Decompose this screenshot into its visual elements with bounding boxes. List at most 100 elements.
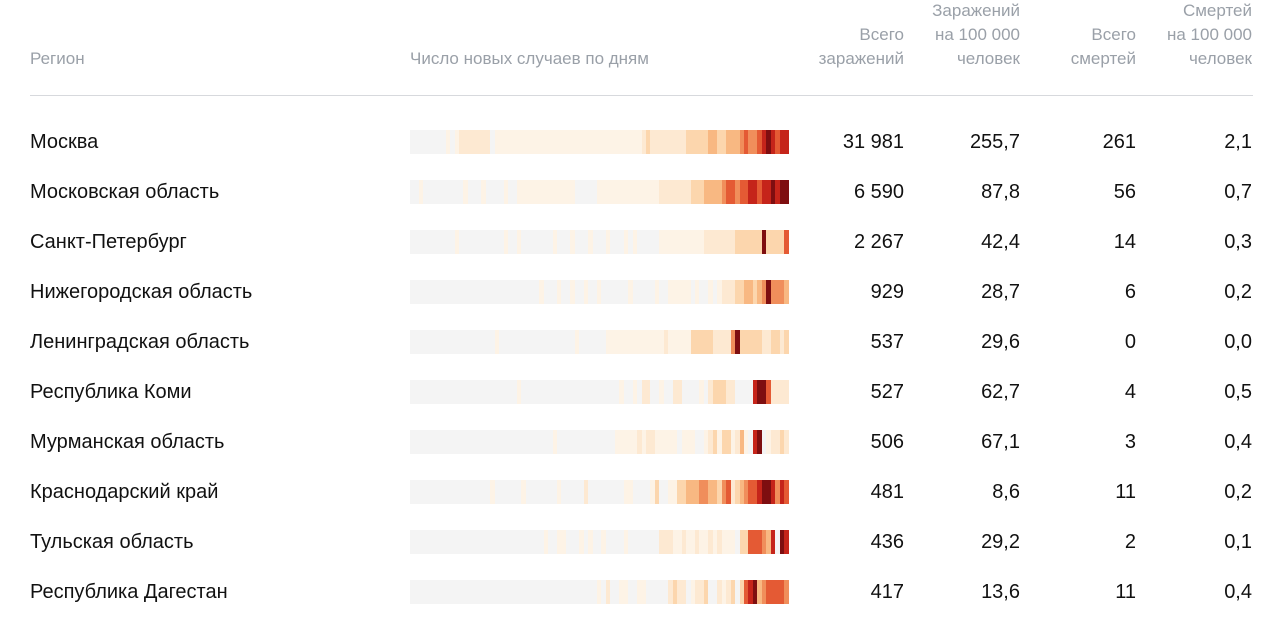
heatmap-cell: [410, 430, 415, 454]
heatmap-cell: [410, 130, 415, 154]
heatmap-cell: [463, 130, 468, 154]
heatmap-cell: [445, 380, 451, 404]
heatmap-cell: [721, 580, 727, 604]
heatmap-cell: [677, 180, 682, 204]
heatmap-cell: [703, 230, 709, 254]
heatmap-cell: [752, 330, 758, 354]
table-row[interactable]: Краснодарский край 481 8,6 11 0,2: [0, 467, 1280, 517]
heatmap-cell: [641, 430, 647, 454]
table-row[interactable]: Мурманская область 506 67,1 3 0,4: [0, 417, 1280, 467]
heatmap-cell: [721, 330, 727, 354]
table-row[interactable]: Ленинградская область 537 29,6 0 0,0: [0, 317, 1280, 367]
heatmap-cell: [632, 430, 638, 454]
heatmap-cell: [654, 530, 660, 554]
heatmap-cell: [610, 530, 615, 554]
heatmap-cell: [494, 230, 500, 254]
heatmap-cell: [641, 480, 647, 504]
heatmap-cell: [752, 380, 758, 404]
deaths-per-100k-value: 0,3: [1224, 231, 1252, 253]
table-row[interactable]: Нижегородская область 929 28,7 6 0,2: [0, 267, 1280, 317]
table-row[interactable]: Республика Коми 527 62,7 4 0,5: [0, 367, 1280, 417]
region-name: Республика Дагестан: [30, 581, 228, 603]
heatmap-cell: [490, 180, 495, 204]
region-name: Ленинградская область: [30, 331, 250, 353]
heatmap-cell: [712, 330, 718, 354]
heatmap-cell: [552, 480, 557, 504]
heatmap-cell: [521, 330, 526, 354]
heatmap-cell: [757, 180, 762, 204]
heatmap-cell: [418, 180, 424, 204]
daily-cases-heatmap: [410, 380, 789, 404]
table-row[interactable]: Республика Дагестан 417 13,6 11 0,4: [0, 567, 1280, 617]
heatmap-cell: [619, 330, 624, 354]
heatmap-cell: [539, 480, 544, 504]
heatmap-cell: [570, 580, 575, 604]
heatmap-cell: [650, 580, 655, 604]
heatmap-cell: [605, 230, 611, 254]
heatmap-cell: [677, 130, 682, 154]
heatmap-cell: [512, 530, 517, 554]
cases-per-100k-value: 8,6: [992, 481, 1020, 503]
heatmap-cell: [752, 180, 758, 204]
heatmap-cell: [672, 130, 678, 154]
heatmap-cell: [423, 480, 428, 504]
heatmap-cell: [503, 480, 508, 504]
heatmap-cell: [601, 580, 606, 604]
heatmap-cell: [414, 380, 419, 404]
heatmap-cell: [494, 180, 500, 204]
heatmap-cell: [663, 430, 669, 454]
heatmap-cell: [770, 180, 776, 204]
heatmap-cell: [646, 230, 651, 254]
heatmap-cell: [761, 430, 767, 454]
deaths-per-100k-value: 2,1: [1224, 131, 1252, 153]
cases-per-100k-value: 255,7: [969, 131, 1020, 153]
heatmap-cell: [467, 380, 473, 404]
heatmap-cell: [628, 330, 633, 354]
table-row[interactable]: Московская область 6 590 87,8 56 0,7: [0, 167, 1280, 217]
table-row[interactable]: Москва 31 981 255,7 261 2,1: [0, 117, 1280, 167]
heatmap-cell: [686, 180, 691, 204]
table-row[interactable]: Санкт-Петербург 2 267 42,4 14 0,3: [0, 217, 1280, 267]
heatmap-cell: [436, 530, 442, 554]
heatmap-cell: [703, 430, 709, 454]
heatmap-cell: [441, 330, 446, 354]
heatmap-cell: [525, 280, 531, 304]
heatmap-cell: [476, 480, 482, 504]
heatmap-cell: [597, 530, 602, 554]
heatmap-cell: [770, 380, 776, 404]
heatmap-cell: [628, 230, 633, 254]
heatmap-cell: [654, 230, 660, 254]
heatmap-cell: [743, 430, 749, 454]
heatmap-cell: [712, 180, 718, 204]
heatmap-cell: [614, 480, 620, 504]
heatmap-cell: [458, 280, 464, 304]
heatmap-cell: [721, 230, 727, 254]
heatmap-cell: [450, 380, 455, 404]
heatmap-cell: [628, 530, 633, 554]
heatmap-cell: [463, 180, 468, 204]
heatmap-cell: [463, 480, 468, 504]
heatmap-cell: [610, 580, 615, 604]
heatmap-cell: [490, 430, 495, 454]
heatmap-cell: [721, 280, 727, 304]
heatmap-cell: [641, 330, 647, 354]
heatmap-cell: [690, 480, 695, 504]
heatmap-cell: [436, 180, 442, 204]
heatmap-cell: [423, 180, 428, 204]
heatmap-cell: [761, 530, 767, 554]
heatmap-cell: [490, 330, 495, 354]
heatmap-cell: [708, 130, 713, 154]
heatmap-cell: [730, 180, 736, 204]
deaths-per-100k-value: 0,1: [1224, 531, 1252, 553]
heatmap-cell: [605, 430, 611, 454]
heatmap-cell: [784, 380, 789, 404]
heatmap-cell: [614, 230, 620, 254]
heatmap-cell: [695, 330, 700, 354]
table-row[interactable]: Тульская область 436 29,2 2 0,1: [0, 517, 1280, 567]
heatmap-cell: [646, 280, 651, 304]
heatmap-cell: [592, 280, 598, 304]
heatmap-cell: [588, 230, 593, 254]
heatmap-cell: [543, 130, 549, 154]
heatmap-cell: [507, 480, 513, 504]
cases-per-100k-value: 13,6: [981, 581, 1020, 603]
